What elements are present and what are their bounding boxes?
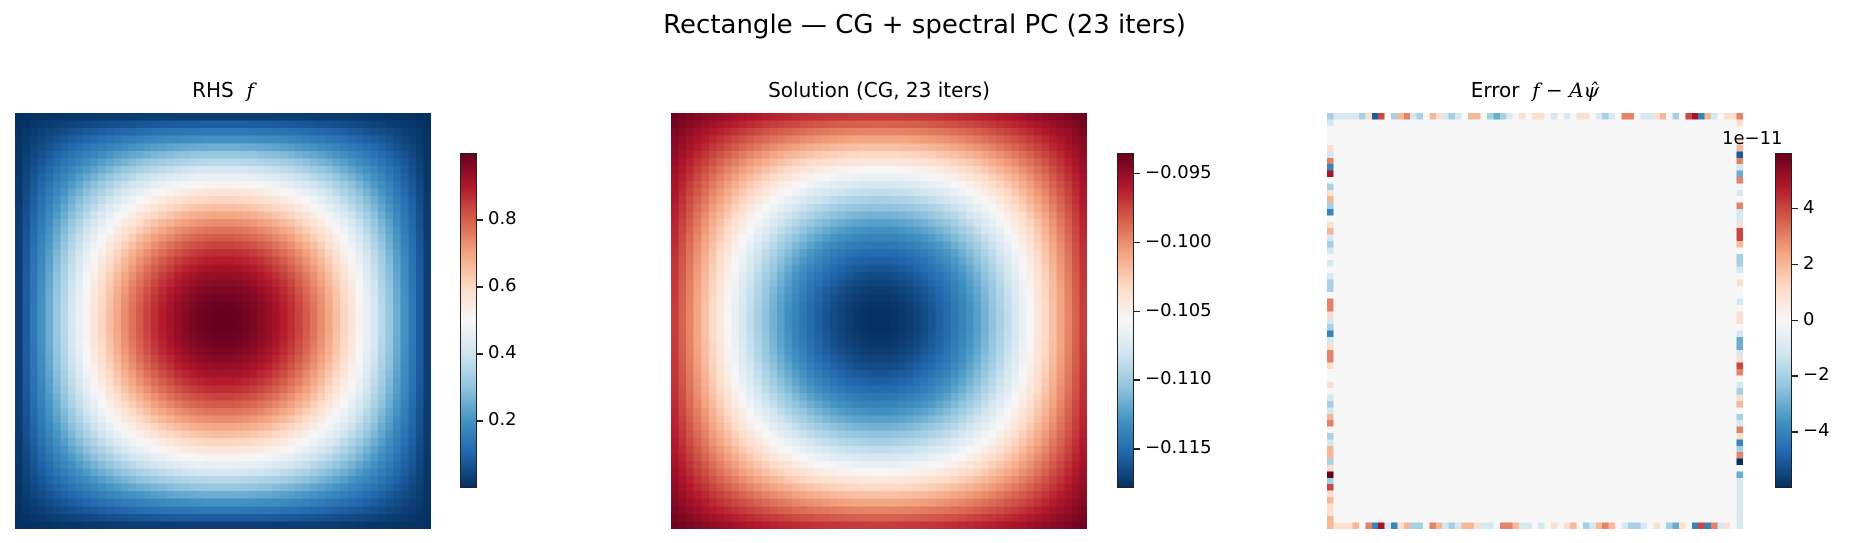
tick-mark bbox=[1792, 263, 1798, 266]
tick-mark bbox=[1792, 319, 1798, 321]
tick-mark bbox=[1134, 448, 1140, 450]
tick-label: −4 bbox=[1803, 420, 1830, 442]
figure-title: Rectangle — CG + spectral PC (23 iters) bbox=[663, 10, 1186, 40]
tick-mark bbox=[477, 219, 483, 221]
tick-label: 0.4 bbox=[488, 342, 517, 363]
tick-mark bbox=[477, 353, 483, 355]
tick-label: −0.110 bbox=[1145, 368, 1212, 390]
tick-label: −0.115 bbox=[1145, 437, 1212, 459]
panel-title-error: Error f − Aψ̂ bbox=[1327, 78, 1743, 102]
tick-mark bbox=[1134, 379, 1140, 381]
error-colorbar bbox=[1775, 153, 1792, 488]
tick-label: 0.6 bbox=[488, 275, 517, 296]
tick-mark bbox=[1134, 241, 1140, 244]
panel-title-text: Solution (CG, 23 iters) bbox=[768, 78, 990, 102]
error-heatmap bbox=[1327, 113, 1743, 529]
panel-title-rhs: RHS f bbox=[15, 78, 431, 102]
panel-title-math: f − Aψ̂ bbox=[1532, 78, 1600, 102]
panel-title-math: f bbox=[246, 78, 254, 102]
tick-label: 0 bbox=[1803, 308, 1815, 330]
tick-mark bbox=[1792, 207, 1798, 210]
solution-colorbar bbox=[1117, 153, 1134, 488]
tick-label: −0.095 bbox=[1145, 161, 1212, 183]
tick-mark bbox=[477, 420, 483, 422]
tick-mark bbox=[477, 286, 483, 288]
tick-mark bbox=[1792, 431, 1798, 433]
rhs-colorbar bbox=[460, 153, 477, 488]
tick-label: 2 bbox=[1803, 252, 1815, 274]
tick-label: 0.2 bbox=[488, 409, 517, 430]
rhs-heatmap bbox=[15, 113, 431, 529]
solution-heatmap bbox=[671, 113, 1087, 529]
tick-label: 0.8 bbox=[488, 208, 517, 229]
error-colorbar-offset-label: 1e−11 bbox=[1722, 128, 1783, 149]
tick-label: −2 bbox=[1803, 364, 1830, 386]
panel-title-text: RHS bbox=[192, 78, 234, 102]
tick-mark bbox=[1134, 310, 1140, 313]
tick-label: −0.105 bbox=[1145, 299, 1212, 321]
tick-label: −0.100 bbox=[1145, 230, 1212, 252]
panel-title-text: Error bbox=[1470, 78, 1520, 102]
tick-mark bbox=[1792, 375, 1798, 377]
tick-label: 4 bbox=[1803, 196, 1815, 218]
panel-title-solution: Solution (CG, 23 iters) bbox=[671, 78, 1087, 102]
tick-mark bbox=[1134, 172, 1140, 175]
